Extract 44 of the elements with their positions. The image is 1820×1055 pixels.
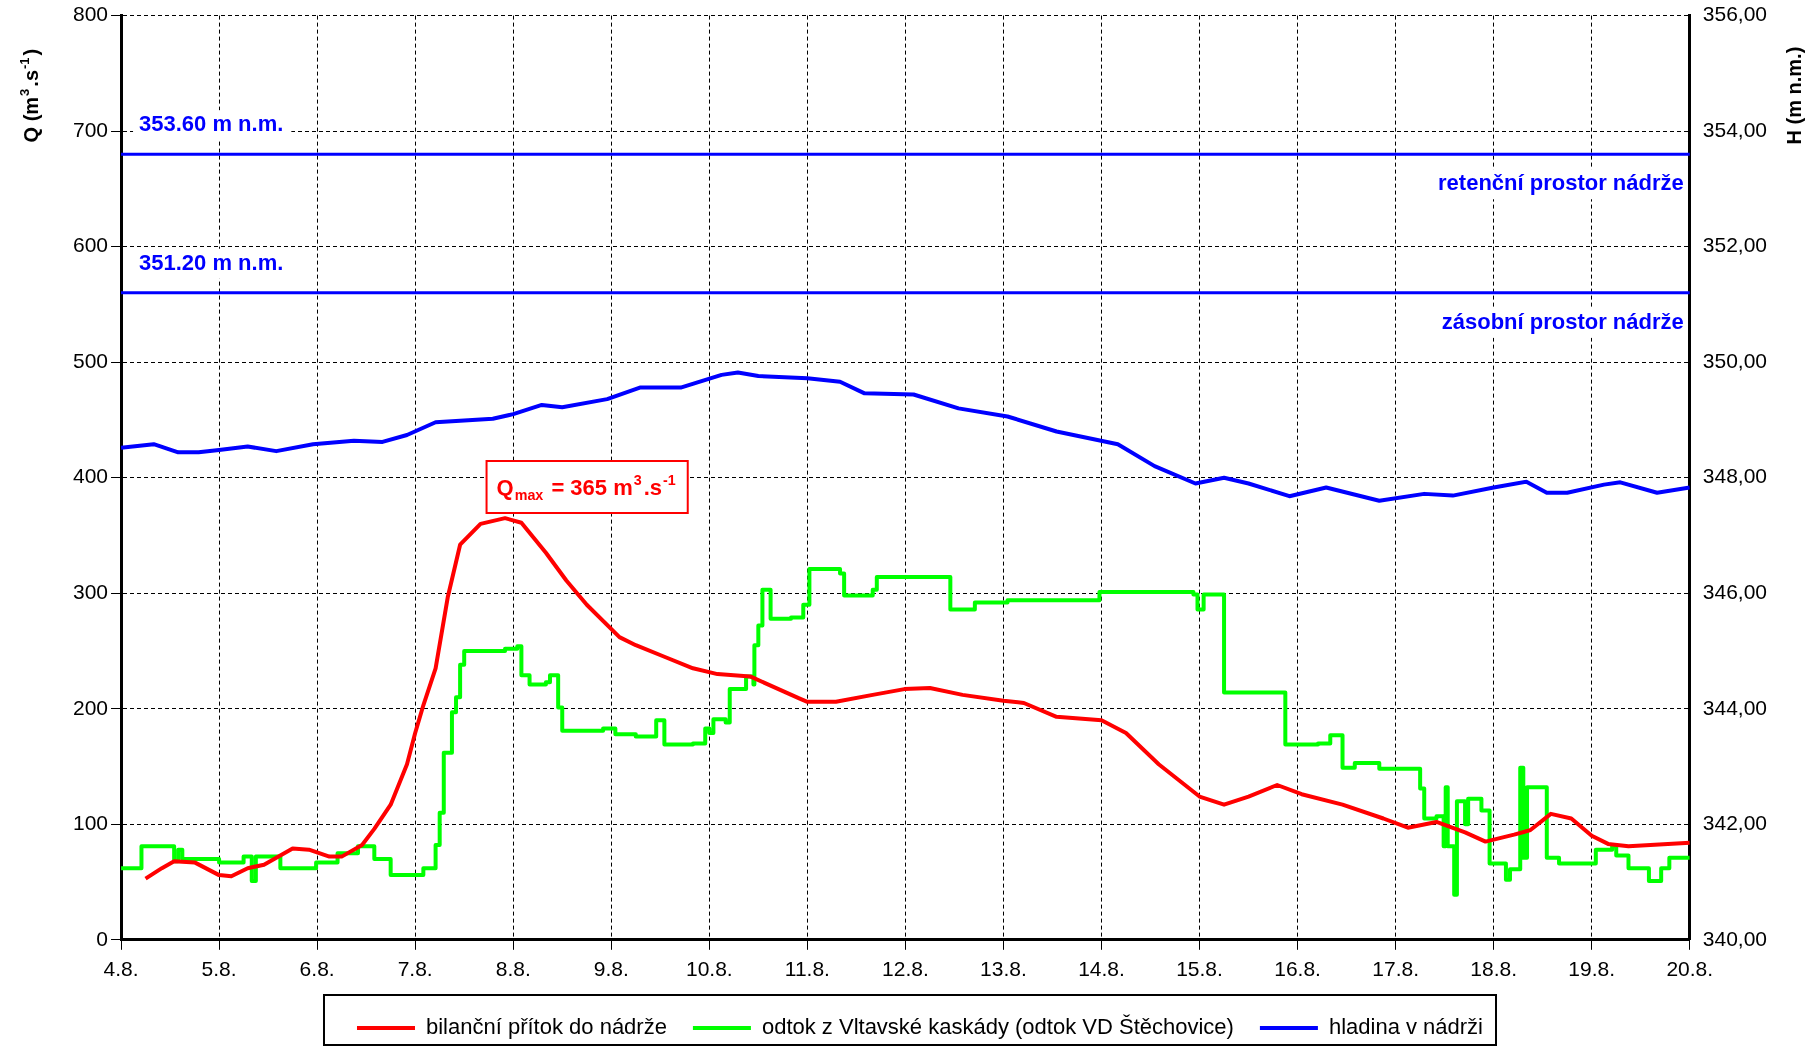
x-tick-label: 13.8.	[980, 957, 1027, 981]
x-tick-label: 10.8.	[685, 957, 733, 981]
y2-axis-title: H (m n.m.)	[1782, 46, 1805, 145]
y2-tick-label: 354,00	[1702, 117, 1767, 141]
x-tick-label: 17.8.	[1372, 957, 1419, 981]
ref-line-label: 351.20 m n.m.	[139, 249, 284, 275]
y2-tick-label: 356,00	[1702, 2, 1767, 26]
y-tick-label: 700	[72, 117, 109, 141]
x-tick-label: 8.8.	[495, 957, 531, 981]
y-tick-label: 800	[72, 2, 109, 26]
x-tick-label: 11.8.	[784, 957, 830, 981]
y2-tick-label: 344,00	[1702, 695, 1767, 719]
legend-label: hladina v nádrži	[1328, 1014, 1484, 1040]
y-tick-label: 600	[72, 233, 109, 257]
x-tick-label: 12.8.	[882, 957, 929, 981]
y-tick-label: 100	[72, 811, 109, 835]
x-tick-label: 9.8.	[593, 957, 629, 981]
legend-label: odtok z Vltavské kaskády (odtok VD Štěchovice)	[761, 1014, 1234, 1040]
x-tick-label: 16.8.	[1274, 957, 1321, 981]
x-tick-label: 15.8.	[1176, 957, 1223, 981]
y-tick-label: 200	[72, 695, 109, 719]
x-tick-label: 5.8.	[201, 957, 237, 981]
y-tick-label: 400	[72, 464, 109, 488]
y-tick-label: 300	[72, 580, 109, 604]
legend-label: bilanční přítok do nádrže	[425, 1014, 667, 1040]
y2-tick-label: 352,00	[1702, 233, 1767, 257]
x-tick-label: 19.8.	[1568, 957, 1616, 981]
x-tick-label: 4.8.	[103, 957, 139, 981]
y2-tick-label: 342,00	[1702, 811, 1767, 835]
x-tick-label: 6.8.	[299, 957, 335, 981]
x-tick-label: 14.8.	[1078, 957, 1125, 981]
y2-tick-label: 340,00	[1702, 926, 1767, 950]
y-axis-title: Q (m3.s-1)	[16, 48, 42, 143]
x-tick-label: 20.8.	[1666, 957, 1714, 981]
y2-tick-label: 348,00	[1702, 464, 1767, 488]
y2-tick-label: 350,00	[1702, 348, 1767, 372]
y2-tick-label: 346,00	[1702, 580, 1767, 604]
x-tick-label: 18.8.	[1470, 957, 1518, 981]
y-tick-label: 0	[96, 926, 109, 950]
y-tick-label: 500	[72, 348, 109, 372]
x-tick-label: 7.8.	[397, 957, 433, 981]
ref-line-label: 353.60 m n.m.	[139, 111, 284, 137]
annotation: zásobní prostor nádrže	[1441, 308, 1684, 334]
annotation: retenční prostor nádrže	[1438, 170, 1684, 196]
